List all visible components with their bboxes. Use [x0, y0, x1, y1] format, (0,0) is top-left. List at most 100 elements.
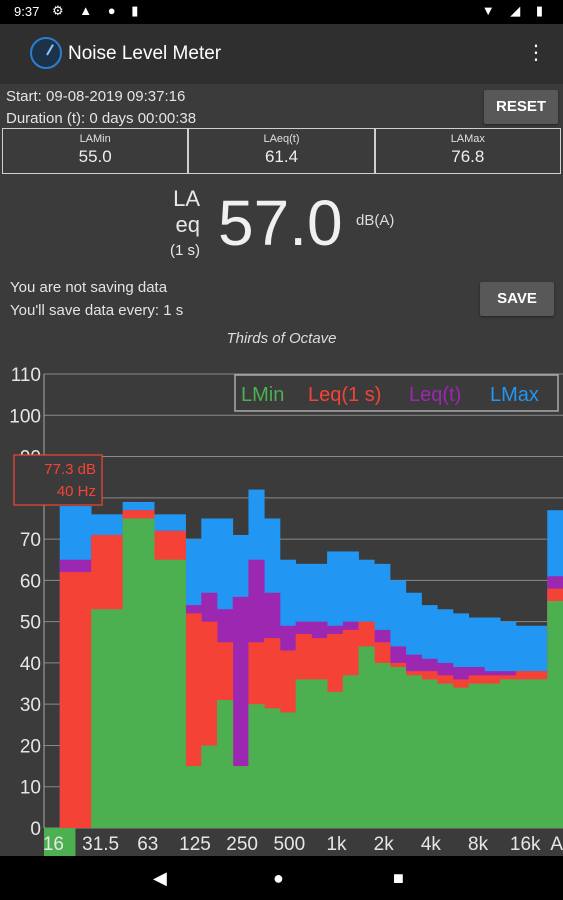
saving-interval: You'll save data every: 1 s	[10, 302, 184, 319]
x-tick-label: 16	[43, 834, 64, 855]
lmin-bar	[138, 518, 155, 828]
leq1-bar	[59, 572, 76, 828]
app-title: Noise Level Meter	[68, 43, 222, 64]
x-tick-label: 2k	[374, 834, 395, 855]
lmin-bar	[358, 646, 375, 828]
lmin-bar	[248, 704, 265, 828]
saving-status: You are not saving data	[10, 279, 168, 296]
lmin-bar	[154, 559, 171, 828]
lmin-bar	[437, 683, 454, 828]
tooltip-box	[13, 454, 103, 506]
stat-label: LAMax	[450, 133, 485, 145]
lmin-bar	[484, 683, 501, 828]
stat-laeq: LAeq(t) 61.4	[188, 128, 375, 174]
home-icon[interactable]: ●	[273, 868, 284, 888]
lmin-bar	[232, 766, 249, 828]
current-level-value: 57.0	[218, 187, 343, 259]
stat-lamin: LAMin 55.0	[2, 128, 189, 174]
legend-item: Leq(t)	[409, 384, 461, 406]
lmin-bar	[185, 766, 202, 828]
selected-band-highlight	[44, 828, 76, 856]
y-tick-label: 30	[20, 695, 41, 716]
current-label-eq: eq	[175, 212, 200, 237]
lmin-bar	[264, 708, 281, 828]
stat-label: LAeq(t)	[263, 133, 300, 145]
lmin-bar	[452, 687, 470, 828]
lmin-bar	[468, 683, 485, 828]
lmin-bar	[421, 679, 438, 828]
chart-tooltip: 77.3 dB 40 Hz	[13, 454, 103, 506]
x-tick-label: 125	[179, 834, 211, 855]
lmin-bar	[515, 679, 532, 828]
legend-box	[234, 374, 559, 412]
legend-item: Leq(1 s)	[308, 384, 381, 406]
chart-legend: LMin Leq(1 s) Leq(t) LMax	[234, 374, 559, 412]
y-tick-label: 20	[20, 736, 41, 757]
y-tick-label: 0	[30, 819, 41, 840]
y-tick-label: 100	[9, 406, 41, 427]
x-tick-label: 4k	[421, 834, 442, 855]
x-tick-label: 31.5	[82, 834, 119, 855]
current-level-unit: dB(A)	[356, 212, 395, 229]
lmin-bar	[327, 691, 344, 828]
lmin-bar	[279, 712, 297, 828]
chart-title: Thirds of Octave	[226, 330, 337, 347]
lmin-bar	[374, 662, 391, 828]
lmin-bar	[531, 679, 548, 828]
app-bar: Noise Level Meter ⋮	[0, 24, 563, 84]
overflow-menu-icon[interactable]: ⋮	[526, 42, 546, 64]
lmin-bar	[311, 679, 328, 828]
lmin-bar	[342, 675, 359, 828]
x-tick-label: 16k	[510, 834, 541, 855]
status-bar: 9:37 ⚙ ▲ ● ▮ ▼ ◢ ▮	[0, 0, 563, 24]
y-tick-label: 70	[20, 530, 41, 551]
lmin-bar	[91, 609, 108, 828]
stats-row: LAMin 55.0 LAeq(t) 61.4 LAMax 76.8	[2, 128, 561, 174]
x-tick-label: A	[550, 834, 563, 855]
lmin-bar	[390, 667, 407, 828]
leq1-bar	[75, 572, 92, 828]
stat-value: 55.0	[78, 147, 112, 166]
back-icon[interactable]: ◀	[153, 868, 167, 888]
y-tick-label: 110	[11, 365, 41, 386]
save-button[interactable]: SAVE	[480, 282, 554, 316]
lmin-bar	[106, 609, 124, 828]
navigation-bar: ◀ ● ■	[0, 856, 563, 900]
current-label-interval: (1 s)	[170, 242, 200, 259]
status-time: 9:37	[14, 4, 40, 19]
reset-button[interactable]: RESET	[484, 90, 558, 124]
x-tick-label: 250	[226, 834, 258, 855]
lmin-bar	[201, 745, 218, 828]
lmin-bar	[405, 675, 422, 828]
octave-chart: 0102030405060708090100110 1631.563125250…	[0, 356, 563, 856]
lmin-bar	[122, 518, 139, 828]
stat-value: 61.4	[264, 147, 299, 166]
duration: Duration (t): 0 days 00:00:38	[6, 110, 197, 127]
start-time: Start: 09-08-2019 09:37:16	[6, 88, 186, 105]
x-axis: 16 31.5 63 125 250 500 1k 2k 4k 8k 16k A	[43, 828, 563, 856]
lmin-bar	[169, 559, 186, 828]
lmin-bar	[547, 601, 563, 828]
y-tick-label: 40	[20, 654, 41, 675]
legend-item: LMin	[241, 384, 284, 406]
lmin-bar	[295, 679, 312, 828]
current-label-la: LA	[173, 186, 200, 211]
chart-bars	[59, 489, 563, 828]
y-tick-label: 10	[20, 778, 41, 799]
x-tick-label: 8k	[468, 834, 489, 855]
lmin-bar	[500, 679, 517, 828]
x-tick-label: 63	[137, 834, 158, 855]
stat-label: LAMin	[79, 133, 111, 145]
x-tick-label: 1k	[326, 834, 347, 855]
y-tick-label: 60	[20, 571, 41, 592]
legend-item: LMax	[490, 384, 539, 406]
stat-value: 76.8	[451, 147, 485, 166]
notification-icons: ⚙ ▲ ● ▮	[52, 3, 145, 18]
recents-icon[interactable]: ■	[393, 868, 404, 888]
lmin-bar	[217, 700, 234, 828]
stat-lamax: LAMax 76.8	[374, 128, 561, 174]
y-tick-label: 50	[20, 613, 41, 634]
tooltip-frequency: 40 Hz	[57, 483, 96, 500]
tooltip-level: 77.3 dB	[44, 461, 96, 478]
app-logo-icon	[30, 37, 62, 69]
